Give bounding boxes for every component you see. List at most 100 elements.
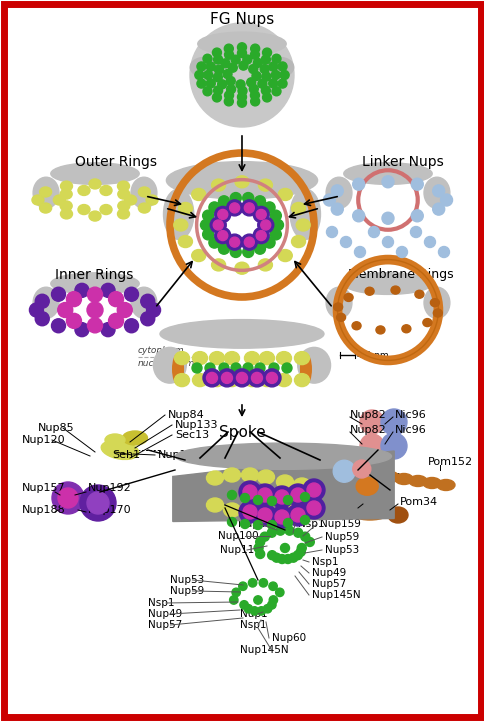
Circle shape — [218, 243, 229, 255]
Text: Inner Rings: Inner Rings — [55, 268, 133, 282]
Circle shape — [302, 497, 324, 519]
Circle shape — [226, 85, 235, 94]
Circle shape — [247, 369, 265, 387]
Circle shape — [213, 55, 222, 64]
Circle shape — [246, 78, 255, 87]
Ellipse shape — [364, 287, 373, 295]
Ellipse shape — [100, 185, 112, 195]
Circle shape — [30, 303, 44, 317]
Circle shape — [290, 488, 304, 502]
Circle shape — [242, 485, 257, 499]
Ellipse shape — [333, 303, 342, 311]
Circle shape — [226, 76, 235, 86]
Circle shape — [223, 69, 231, 79]
Circle shape — [212, 48, 221, 57]
Circle shape — [224, 91, 233, 99]
Circle shape — [304, 537, 314, 547]
Circle shape — [266, 373, 277, 384]
Circle shape — [380, 409, 406, 435]
Circle shape — [217, 369, 236, 387]
Circle shape — [382, 236, 393, 247]
Circle shape — [352, 178, 364, 190]
Circle shape — [219, 363, 228, 373]
Text: Nup59: Nup59 — [169, 586, 204, 596]
Ellipse shape — [60, 209, 72, 219]
Circle shape — [274, 510, 288, 524]
Circle shape — [195, 71, 203, 79]
Circle shape — [108, 291, 123, 306]
Text: Nup59: Nup59 — [324, 532, 359, 542]
Circle shape — [253, 495, 262, 505]
Ellipse shape — [224, 352, 239, 365]
Ellipse shape — [60, 181, 72, 191]
Ellipse shape — [276, 475, 293, 489]
Circle shape — [206, 62, 215, 71]
Circle shape — [272, 54, 280, 63]
Circle shape — [253, 596, 262, 604]
Text: Nup49: Nup49 — [148, 609, 182, 619]
Text: Nup53: Nup53 — [169, 575, 204, 585]
Circle shape — [331, 185, 343, 197]
Circle shape — [300, 516, 309, 524]
Circle shape — [256, 231, 266, 241]
Circle shape — [300, 492, 309, 502]
Circle shape — [267, 601, 275, 609]
Text: Nup157: Nup157 — [22, 483, 65, 493]
Circle shape — [221, 373, 232, 384]
Circle shape — [381, 212, 393, 224]
Ellipse shape — [178, 236, 192, 247]
Text: Nup188: Nup188 — [22, 505, 66, 515]
Circle shape — [271, 71, 280, 79]
Circle shape — [242, 55, 251, 64]
Ellipse shape — [422, 477, 440, 489]
Ellipse shape — [244, 352, 259, 365]
Circle shape — [250, 606, 258, 615]
Circle shape — [87, 492, 109, 514]
Circle shape — [285, 526, 293, 535]
Circle shape — [226, 200, 242, 216]
Text: Nup1: Nup1 — [240, 609, 267, 619]
Circle shape — [224, 97, 233, 106]
Circle shape — [257, 79, 266, 88]
Ellipse shape — [209, 352, 224, 365]
Ellipse shape — [40, 187, 51, 197]
Circle shape — [381, 176, 393, 187]
Ellipse shape — [259, 352, 274, 365]
Ellipse shape — [60, 201, 72, 211]
Text: Nsp1: Nsp1 — [297, 519, 324, 529]
Circle shape — [368, 226, 378, 237]
Ellipse shape — [380, 472, 398, 482]
Ellipse shape — [211, 179, 225, 191]
Circle shape — [267, 551, 276, 559]
Circle shape — [51, 287, 65, 301]
Circle shape — [331, 203, 343, 215]
Ellipse shape — [429, 298, 439, 306]
Circle shape — [240, 601, 248, 609]
Ellipse shape — [175, 443, 391, 469]
Circle shape — [262, 93, 271, 102]
Circle shape — [250, 91, 259, 99]
Ellipse shape — [78, 185, 90, 195]
Circle shape — [203, 54, 212, 63]
Circle shape — [238, 87, 246, 95]
Text: Ndc1: Ndc1 — [347, 497, 376, 507]
Circle shape — [261, 72, 270, 81]
Ellipse shape — [423, 177, 449, 208]
Text: Nup82: Nup82 — [349, 410, 386, 420]
Circle shape — [248, 64, 257, 74]
Circle shape — [260, 532, 269, 541]
Text: Nup145N: Nup145N — [311, 590, 360, 600]
Ellipse shape — [40, 203, 51, 213]
Ellipse shape — [122, 431, 147, 445]
Text: nucleoplasm: nucleoplasm — [138, 360, 195, 368]
Ellipse shape — [294, 373, 309, 386]
Circle shape — [297, 544, 306, 552]
Circle shape — [244, 237, 254, 247]
Circle shape — [409, 226, 421, 237]
Ellipse shape — [105, 434, 125, 446]
Circle shape — [333, 460, 354, 482]
Ellipse shape — [53, 195, 65, 205]
Circle shape — [101, 283, 115, 297]
Circle shape — [274, 490, 288, 504]
Circle shape — [262, 48, 271, 57]
